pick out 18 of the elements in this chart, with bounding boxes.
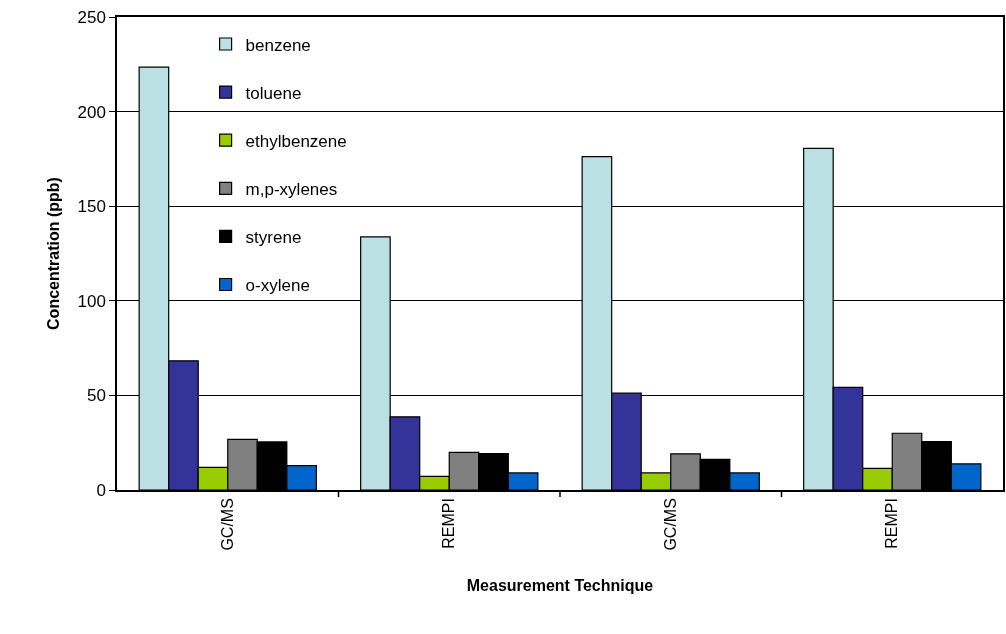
- x-tick-label: GC/MS: [661, 498, 679, 551]
- y-tick-label: 200: [77, 102, 106, 122]
- legend-label: ethylbenzene: [245, 131, 347, 151]
- y-tick-label: 100: [77, 291, 106, 311]
- legend-label: o-xylene: [245, 276, 310, 296]
- legend-label: benzene: [245, 35, 311, 55]
- legend-label: styrene: [245, 228, 302, 248]
- y-axis-title: Concentration (ppb): [44, 177, 62, 330]
- x-tick-label: REMPI: [440, 498, 458, 549]
- legend-label: m,p-xylenes: [245, 179, 338, 199]
- y-tick-label: 250: [77, 7, 106, 27]
- x-tick-label: GC/MS: [218, 498, 236, 551]
- y-tick-label: 0: [96, 480, 106, 500]
- y-tick-label: 150: [77, 197, 106, 217]
- y-tick-label: 50: [86, 386, 106, 406]
- legend-label: toluene: [245, 83, 302, 103]
- x-tick-label: REMPI: [883, 498, 901, 549]
- x-axis-title: Measurement Technique: [466, 576, 654, 594]
